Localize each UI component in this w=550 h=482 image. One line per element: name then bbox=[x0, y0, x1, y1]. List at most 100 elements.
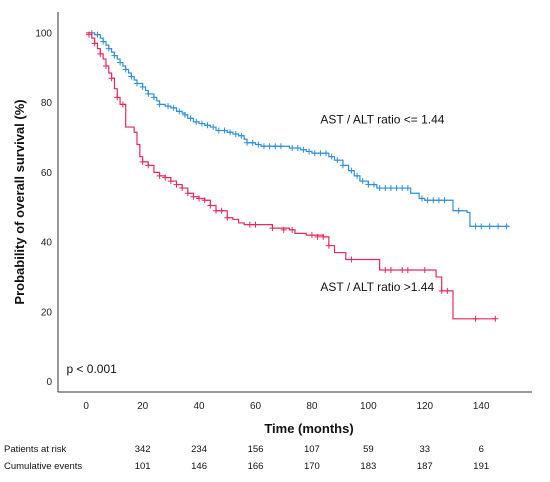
censor-mark bbox=[438, 287, 445, 294]
censor-mark bbox=[314, 233, 321, 240]
censor-mark bbox=[102, 63, 109, 70]
censor-mark bbox=[213, 207, 219, 214]
censor-mark bbox=[105, 45, 112, 52]
x-tick-label: 80 bbox=[306, 401, 318, 412]
censor-mark bbox=[227, 129, 234, 136]
censor-mark bbox=[221, 127, 228, 134]
censor-mark bbox=[277, 143, 284, 150]
censor-mark bbox=[486, 223, 493, 230]
risk-value: 6 bbox=[479, 444, 484, 455]
risk-value: 33 bbox=[419, 444, 430, 455]
censor-mark bbox=[207, 202, 214, 209]
risk-value: 187 bbox=[417, 461, 433, 472]
risk-value: 342 bbox=[135, 444, 151, 455]
censor-mark bbox=[134, 80, 140, 87]
censor-mark bbox=[266, 143, 273, 150]
censor-mark bbox=[339, 162, 346, 169]
y-tick-label: 40 bbox=[41, 238, 53, 249]
censor-mark bbox=[238, 132, 245, 139]
censor-mark bbox=[114, 94, 121, 101]
censor-mark bbox=[280, 226, 287, 233]
censor-mark bbox=[317, 150, 324, 157]
censor-mark bbox=[441, 197, 448, 204]
censor-mark bbox=[139, 83, 146, 90]
censor-mark bbox=[455, 207, 462, 214]
x-tick-label: 100 bbox=[360, 401, 377, 412]
censor-mark bbox=[492, 315, 499, 322]
censor-mark bbox=[308, 232, 315, 239]
censor-mark bbox=[334, 157, 341, 164]
censor-mark bbox=[272, 143, 279, 150]
censor-mark bbox=[119, 101, 126, 108]
y-tick-label: 0 bbox=[46, 377, 52, 388]
censor-mark bbox=[348, 167, 355, 174]
censor-mark bbox=[100, 38, 107, 45]
y-axis-title: Probability of overall survival (%) bbox=[12, 99, 27, 304]
censor-mark bbox=[387, 185, 394, 192]
censor-mark bbox=[232, 131, 239, 138]
censor-mark bbox=[495, 223, 502, 230]
censor-mark bbox=[252, 221, 259, 228]
censor-mark bbox=[201, 197, 208, 204]
x-tick-label: 60 bbox=[250, 401, 262, 412]
censor-mark bbox=[294, 144, 301, 151]
x-tick-label: 0 bbox=[83, 401, 89, 412]
censor-mark bbox=[311, 150, 318, 157]
censor-mark bbox=[179, 185, 186, 192]
censor-mark bbox=[289, 144, 296, 151]
censor-mark bbox=[204, 122, 211, 129]
censor-mark bbox=[478, 223, 485, 230]
risk-value: 107 bbox=[304, 444, 320, 455]
risk-row-label: Patients at risk bbox=[4, 444, 67, 455]
censor-mark bbox=[393, 185, 400, 192]
risk-row-label: Cumulative events bbox=[4, 461, 82, 472]
censor-mark bbox=[170, 104, 177, 111]
censor-mark bbox=[246, 221, 253, 228]
censor-mark bbox=[244, 139, 251, 146]
risk-table: Patients at risk 342 234 156 107 59 33 6 Cumulat… bbox=[4, 444, 489, 472]
censor-mark bbox=[218, 207, 225, 214]
censor-mark bbox=[382, 266, 389, 273]
censor-mark bbox=[328, 153, 335, 160]
censor-mark bbox=[365, 181, 372, 188]
series-line bbox=[86, 32, 510, 228]
survival-curves bbox=[86, 29, 510, 322]
censor-mark bbox=[249, 139, 256, 146]
censor-mark bbox=[156, 101, 163, 108]
censor-mark bbox=[196, 195, 203, 202]
series-line bbox=[86, 32, 496, 320]
risk-value: 170 bbox=[304, 461, 320, 472]
censor-mark bbox=[150, 94, 157, 101]
risk-value: 156 bbox=[248, 444, 264, 455]
censor-mark bbox=[404, 266, 411, 273]
risk-value: 146 bbox=[191, 461, 207, 472]
censor-mark bbox=[122, 66, 129, 73]
censor-mark bbox=[320, 233, 327, 240]
y-tick-label: 60 bbox=[41, 168, 53, 179]
risk-value: 183 bbox=[360, 461, 376, 472]
risk-value: 101 bbox=[135, 461, 151, 472]
x-axis-title: Time (months) bbox=[264, 421, 353, 436]
censor-mark bbox=[354, 172, 361, 179]
censor-mark bbox=[435, 197, 442, 204]
censor-mark bbox=[382, 185, 389, 192]
censor-mark bbox=[323, 150, 330, 157]
censor-mark bbox=[193, 118, 200, 125]
series-high-ratio bbox=[86, 31, 499, 322]
censor-mark bbox=[156, 172, 163, 179]
censor-mark bbox=[173, 181, 180, 188]
censor-mark bbox=[255, 141, 262, 148]
censor-mark bbox=[128, 73, 135, 80]
risk-value: 191 bbox=[473, 461, 489, 472]
y-tick-label: 20 bbox=[41, 307, 53, 318]
censor-mark bbox=[404, 185, 411, 192]
x-tick-label: 20 bbox=[137, 401, 149, 412]
censor-mark bbox=[86, 31, 93, 38]
censor-mark bbox=[399, 185, 406, 192]
censor-mark bbox=[167, 178, 174, 185]
censor-mark bbox=[117, 59, 124, 66]
censor-mark bbox=[300, 146, 307, 153]
series-annotation: AST / ALT ratio <= 1.44 bbox=[320, 113, 444, 127]
censor-mark bbox=[503, 223, 510, 230]
censor-mark bbox=[399, 266, 406, 273]
